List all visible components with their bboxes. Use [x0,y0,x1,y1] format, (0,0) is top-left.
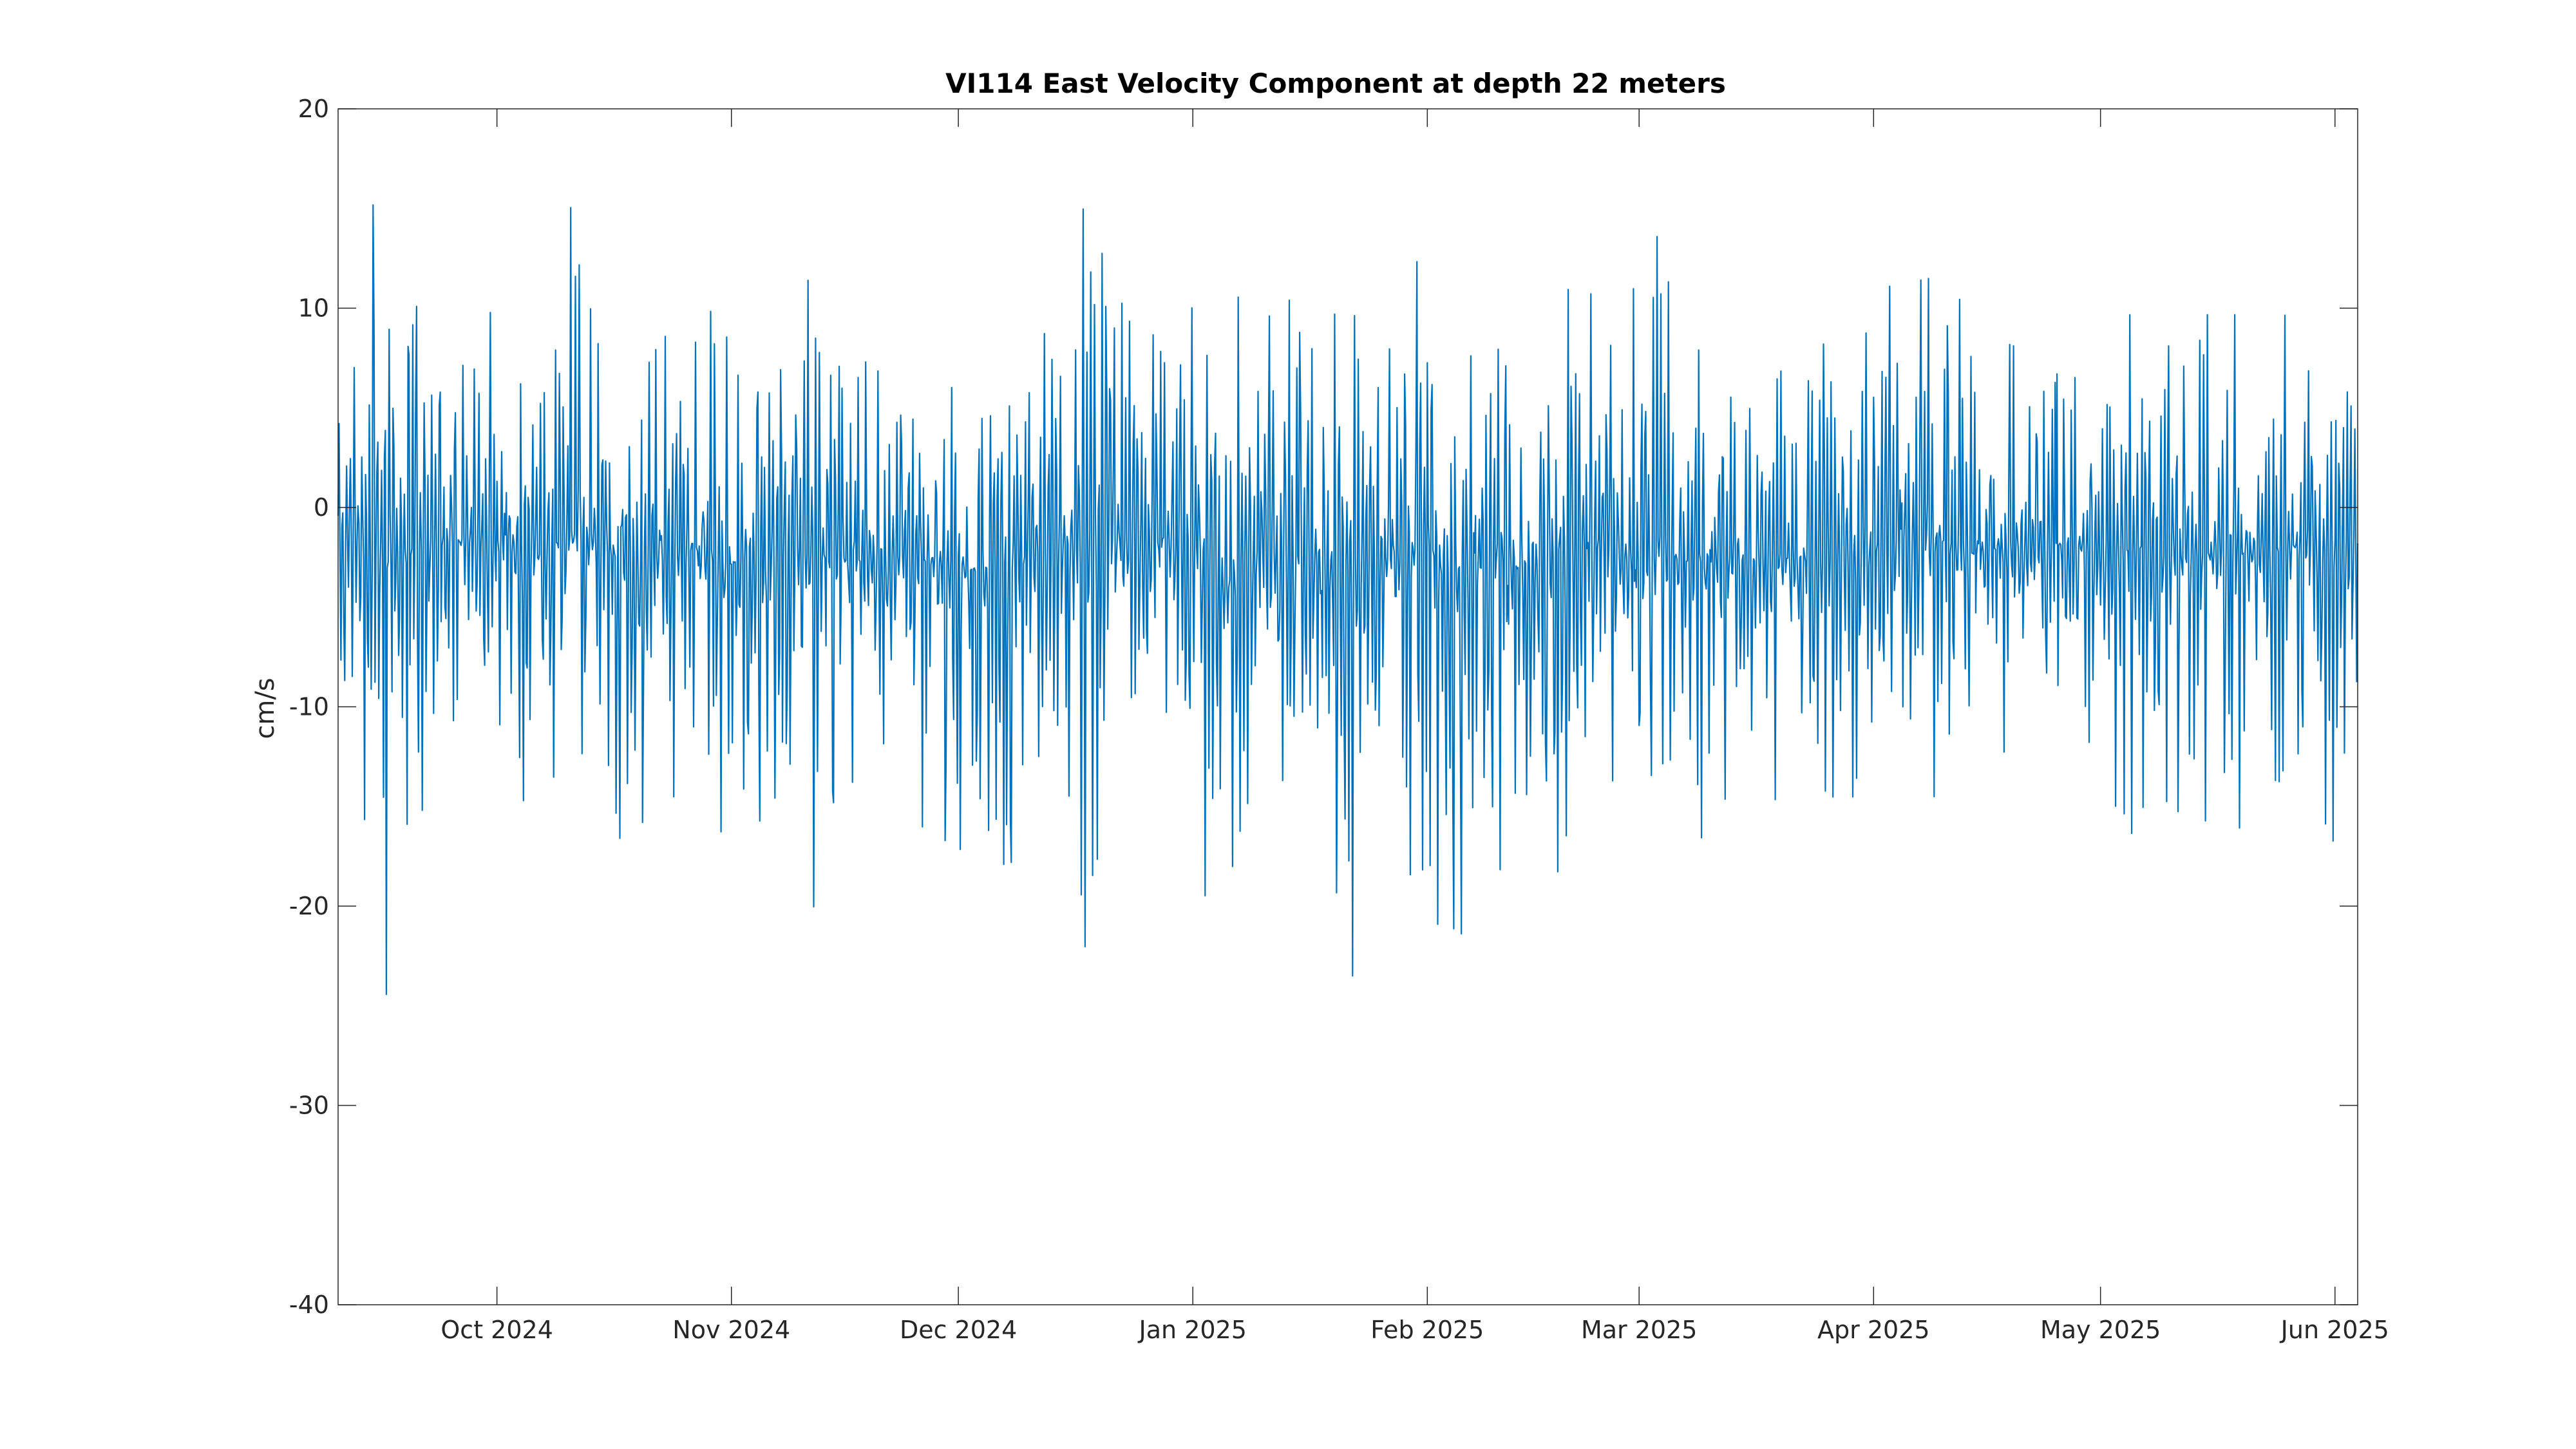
chart-title: VI114 East Velocity Component at depth 2… [945,68,1726,99]
x-tick-label: Mar 2025 [1581,1316,1697,1344]
y-axis-label: cm/s [251,677,280,739]
plot-series [337,204,2359,996]
y-tick-label: -40 [289,1291,329,1319]
x-tick-label: Dec 2024 [900,1316,1017,1344]
x-tick-label: Feb 2025 [1370,1316,1484,1344]
y-tick-label: 10 [298,294,329,323]
y-tick-label: -10 [289,693,329,721]
x-tick-label: Nov 2024 [672,1316,790,1344]
y-tick-label: -20 [289,892,329,920]
y-tick-label: -30 [289,1092,329,1120]
x-tick-label: Oct 2024 [440,1316,553,1344]
x-tick-label: May 2025 [2040,1316,2161,1344]
y-axis: -40 -30 -20 -10 0 10 20 [289,95,2358,1319]
x-axis: Oct 2024 Nov 2024 Dec 2024 Jan 2025 Feb 2025… [440,109,2389,1344]
x-tick-label: Jan 2025 [1138,1316,1247,1344]
series-line-0 [337,204,2359,996]
y-tick-label: 0 [314,493,329,522]
y-tick-label: 20 [298,95,329,123]
x-tick-label: Jun 2025 [2280,1316,2389,1344]
x-tick-label: Apr 2025 [1817,1316,1930,1344]
